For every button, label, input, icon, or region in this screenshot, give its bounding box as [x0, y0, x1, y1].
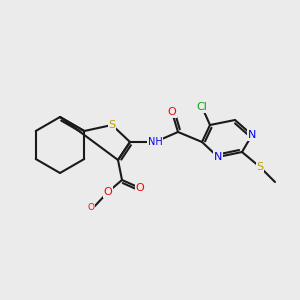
Text: NH: NH: [148, 137, 162, 147]
Text: S: S: [256, 162, 264, 172]
Text: O: O: [168, 107, 176, 117]
Text: O: O: [88, 203, 94, 212]
Text: S: S: [108, 120, 116, 130]
Text: O: O: [103, 187, 112, 197]
Text: Cl: Cl: [196, 102, 207, 112]
Text: N: N: [248, 130, 256, 140]
Text: N: N: [214, 152, 222, 162]
Text: O: O: [136, 183, 144, 193]
